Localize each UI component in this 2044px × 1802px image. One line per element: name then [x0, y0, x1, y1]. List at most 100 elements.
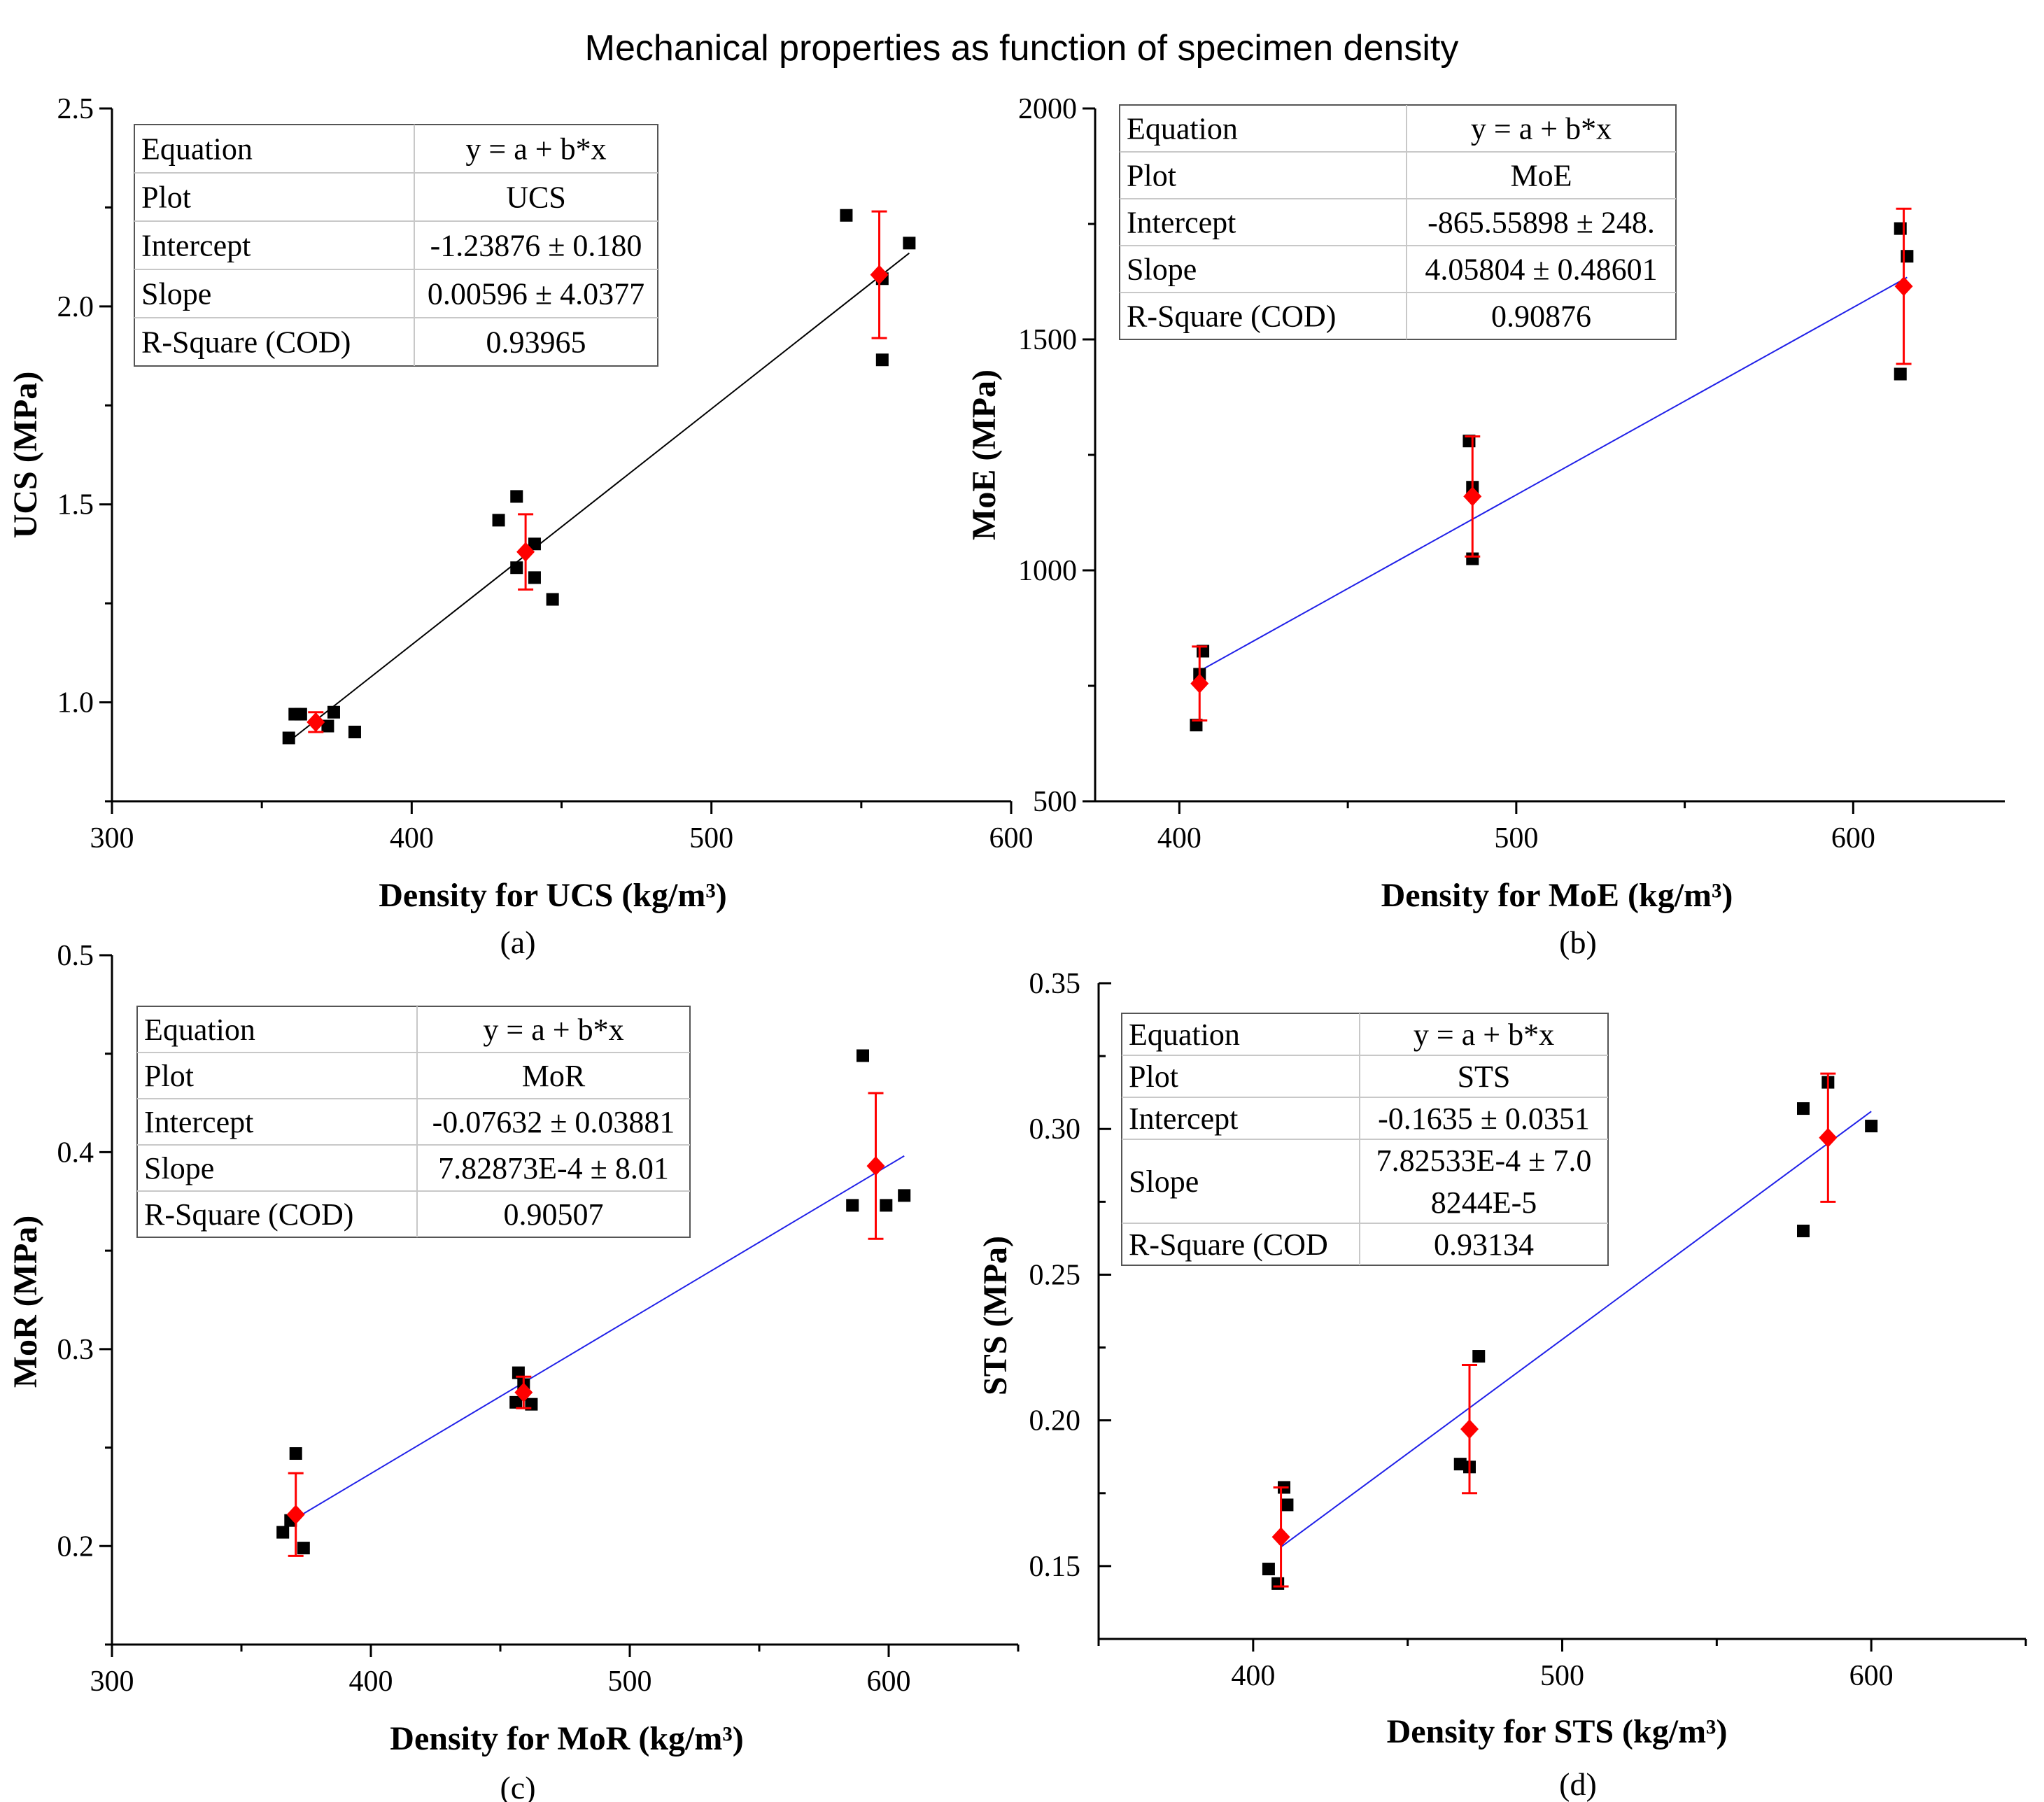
table-row-value: 0.00596 ± 4.0377: [428, 277, 644, 311]
data-point: [289, 1447, 302, 1460]
mean-marker: [866, 1156, 885, 1176]
x-tick-label: 500: [608, 1666, 652, 1698]
mean-marker: [1819, 1127, 1838, 1148]
y-tick-label: 2.5: [57, 93, 94, 125]
table-row-label: R-Square (COD): [1127, 300, 1336, 334]
table-row-value: y = a + b*x: [1414, 1018, 1554, 1052]
table-row-label: Plot: [141, 181, 191, 215]
x-axis-label: Density for STS (kg/m³): [1387, 1713, 1728, 1750]
fit-line: [297, 1155, 905, 1518]
x-tick-label: 400: [390, 822, 434, 854]
mean-marker: [516, 542, 535, 562]
panel-b: 400 500 600 500 1000 1500 2000 Density for MoE …: [966, 93, 2005, 960]
table-row-value: STS: [1458, 1060, 1511, 1094]
figure-title: Mechanical properties as function of spe…: [585, 28, 1459, 69]
data-point: [898, 1189, 911, 1202]
data-point: [510, 490, 523, 503]
fit-stats-table: Equation y = a + b*x Plot MoE Intercept -865.…: [1119, 104, 1677, 340]
x-tick-label: 300: [90, 1666, 134, 1698]
table-row-value: y = a + b*x: [465, 132, 606, 167]
data-point: [1271, 1577, 1285, 1590]
table-row-value: UCS: [506, 181, 566, 215]
data-point: [276, 1526, 290, 1539]
y-tick-label: 1.5: [57, 489, 94, 521]
table-border: [136, 1006, 691, 1238]
y-tick-label: 0.25: [1029, 1259, 1081, 1291]
table-row-label: Intercept: [1129, 1101, 1238, 1136]
table-row-label: R-Square (COD): [141, 325, 351, 360]
data-point: [528, 537, 541, 551]
table-row-label: Plot: [144, 1059, 194, 1093]
panel-label: (c): [500, 1770, 535, 1802]
y-tick-label: 1500: [1018, 324, 1077, 356]
panel-label: (a): [500, 924, 535, 960]
mean-marker: [870, 265, 889, 285]
y-tick-label: 2.0: [57, 291, 94, 323]
y-axis-label: MoR (MPa): [7, 1216, 44, 1388]
mean-marker: [514, 1382, 533, 1402]
y-tick-label: 1.0: [57, 687, 94, 719]
fit-line: [1280, 1111, 1872, 1548]
panel-label: (d): [1559, 1766, 1597, 1802]
x-tick-label: 400: [1157, 822, 1201, 854]
data-point: [297, 1542, 310, 1555]
table-row-label: Slope: [144, 1151, 214, 1185]
table-row-value: -0.07632 ± 0.03881: [432, 1105, 675, 1139]
data-point: [1472, 1350, 1486, 1363]
data-point: [903, 237, 916, 250]
data-point: [1281, 1498, 1294, 1512]
table-row-label: Slope: [1129, 1164, 1199, 1199]
data-point: [546, 593, 559, 606]
table-row-label: Equation: [141, 132, 253, 167]
data-point: [1190, 719, 1203, 732]
y-tick-label: 0.2: [57, 1530, 94, 1563]
y-axis-label: UCS (MPa): [7, 372, 44, 539]
data-point: [846, 1199, 859, 1212]
table-row-value: 7.82533E-4 ± 7.0: [1376, 1143, 1592, 1178]
data-point: [857, 1049, 869, 1062]
data-point: [492, 514, 505, 527]
table-row-label: Intercept: [144, 1105, 253, 1139]
x-axis-label: Density for MoE (kg/m³): [1381, 877, 1733, 914]
table-row-label: R-Square (COD: [1129, 1227, 1328, 1262]
data-point: [294, 708, 307, 721]
table-row-label: Slope: [141, 277, 211, 311]
table-row-value: 7.82873E-4 ± 8.01: [438, 1151, 669, 1185]
data-point: [348, 726, 361, 738]
y-tick-label: 1000: [1018, 555, 1077, 587]
x-tick-label: 600: [1831, 822, 1875, 854]
table-row-value: 0.93965: [486, 325, 586, 360]
y-tick-label: 0.30: [1029, 1113, 1081, 1146]
panel-a: 300 400 500 600 1.0 1.5 2.0 2.5 Density for UCS …: [7, 93, 1034, 960]
y-tick-label: 0.15: [1029, 1551, 1081, 1583]
table-row-value: MoR: [522, 1059, 586, 1093]
table-row-label: Intercept: [141, 229, 251, 263]
table-border: [134, 124, 658, 367]
data-point: [327, 705, 340, 719]
data-point: [880, 1199, 893, 1212]
table-row-value: 0.90876: [1491, 300, 1591, 334]
data-point: [509, 1395, 523, 1409]
table-row-label: Equation: [144, 1013, 255, 1047]
x-tick-label: 400: [349, 1666, 393, 1698]
panel-d: 400 500 600 0.15 0.20 0.25 0.30 0.35 Density for…: [977, 968, 2027, 1802]
mean-marker: [286, 1505, 305, 1525]
data-point: [282, 731, 295, 745]
table-row-value: -1.23876 ± 0.180: [430, 229, 642, 263]
data-point: [510, 561, 523, 575]
data-point: [1262, 1563, 1275, 1576]
y-tick-label: 0.5: [57, 940, 94, 972]
table-row-value: MoE: [1511, 159, 1572, 193]
y-tick-label: 0.35: [1029, 968, 1081, 1000]
y-axis-label: STS (MPa): [977, 1236, 1014, 1395]
y-tick-label: 0.4: [57, 1136, 94, 1169]
fit-line: [1199, 276, 1908, 672]
x-tick-label: 600: [867, 1666, 911, 1698]
table-row-value: -865.55898 ± 248.: [1428, 206, 1655, 240]
table-row-value: y = a + b*x: [483, 1013, 623, 1047]
data-point: [321, 719, 334, 733]
mean-marker: [306, 712, 325, 732]
table-row-label: Plot: [1129, 1060, 1178, 1094]
x-tick-label: 500: [689, 822, 733, 854]
table-border: [1119, 104, 1677, 340]
